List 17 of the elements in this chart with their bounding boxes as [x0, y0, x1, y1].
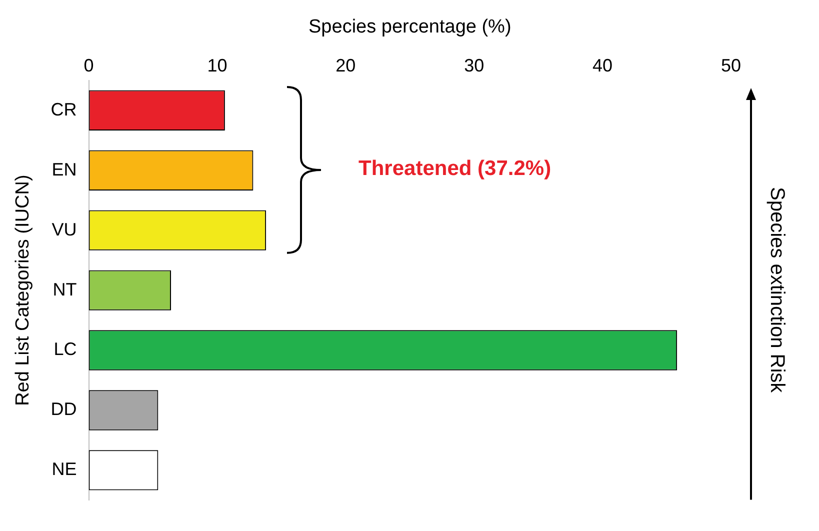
x-tick-label: 50 [720, 56, 742, 76]
y-tick-label: LC [54, 339, 77, 360]
text: Species extinction Risk [765, 187, 788, 394]
annotation: Threatened (37.2%) [358, 157, 552, 182]
y-axis-title: Red List Categories (IUCN) [12, 174, 34, 406]
x-tick-label: 0 [84, 56, 94, 76]
y-tick-label: NE [52, 459, 77, 480]
x-axis-title: Species percentage (%) [308, 16, 512, 38]
x-tick-label: 20 [336, 56, 356, 76]
y-tick-label: DD [50, 399, 77, 420]
y-tick-label: VU [52, 219, 77, 240]
y-tick-label: NT [52, 279, 77, 300]
y-tick-label: EN [52, 159, 77, 180]
x-tick-label: 10 [207, 56, 228, 76]
x-tick-label: 30 [464, 56, 484, 76]
y-tick-label: CR [50, 99, 77, 120]
x-tick-label: 40 [592, 56, 613, 76]
